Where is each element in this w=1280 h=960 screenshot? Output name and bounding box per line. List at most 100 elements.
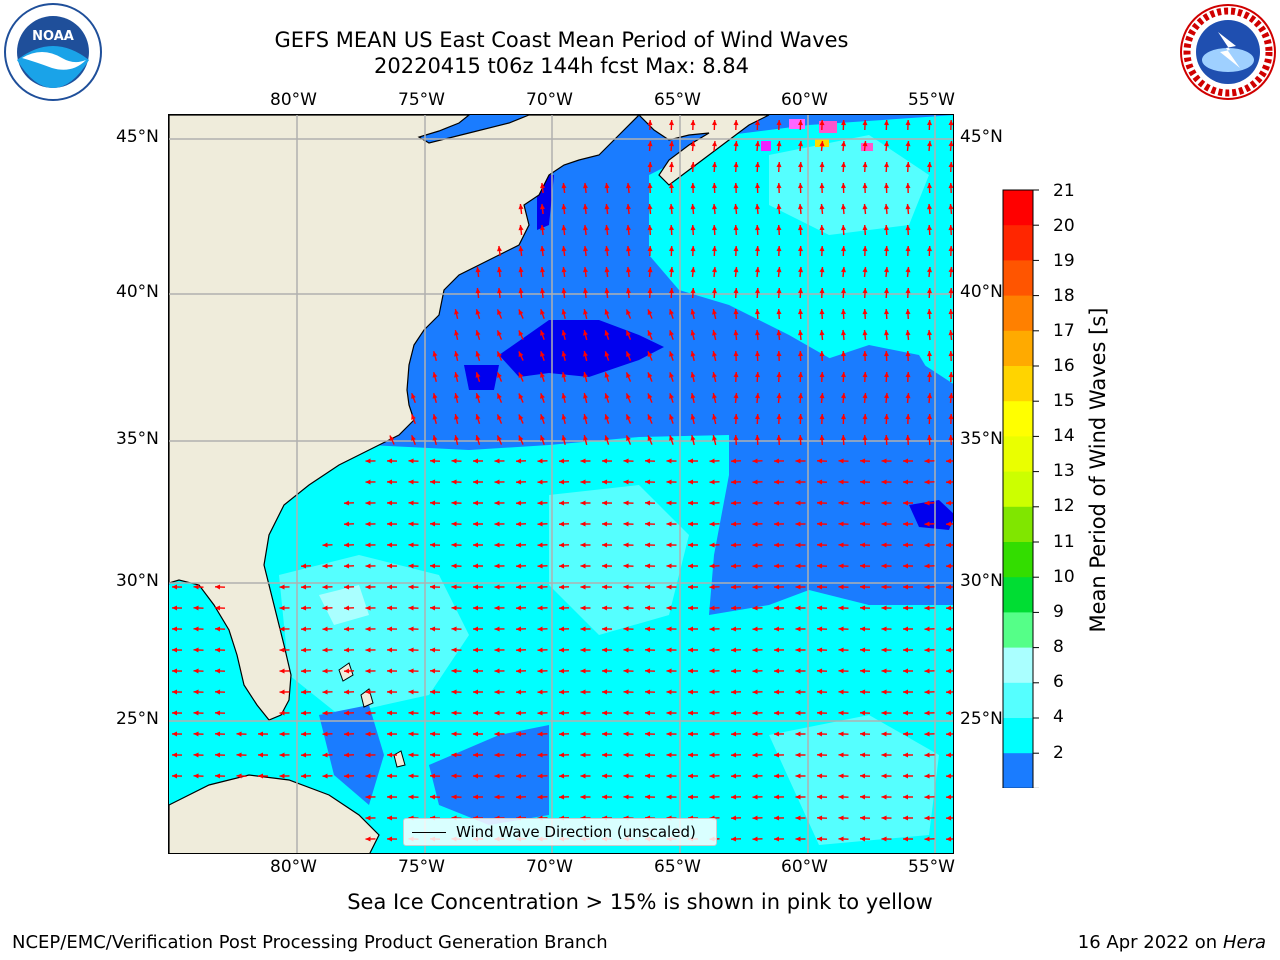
wave-arrow-head — [537, 542, 543, 548]
wave-arrow-head — [365, 773, 371, 779]
wave-arrow-head — [540, 330, 545, 336]
wave-arrow-head — [795, 605, 801, 611]
colorbar-tick: 4 — [1053, 707, 1064, 727]
wave-arrow-head — [626, 372, 631, 378]
wave-arrow-head — [387, 584, 392, 590]
wave-arrow-head — [946, 794, 952, 800]
wave-arrow-head — [798, 330, 803, 336]
wave-arrow-head — [946, 815, 952, 821]
lat-label-right: 45°N — [960, 127, 1003, 147]
wave-arrow-head — [841, 120, 846, 126]
wave-arrow-head — [279, 710, 285, 716]
wave-arrow-head — [408, 563, 414, 569]
wave-arrow-head — [494, 479, 500, 485]
wave-arrow-head — [301, 668, 307, 674]
wave-arrow-head — [537, 710, 543, 716]
wave-arrow-head — [494, 689, 500, 695]
wave-arrow-head — [666, 584, 672, 590]
wave-arrow-head — [881, 521, 887, 527]
wave-arrow-head — [537, 794, 543, 800]
wave-arrow-head — [430, 626, 436, 632]
wave-arrow-head — [666, 458, 672, 464]
wave-arrow-head — [688, 542, 693, 548]
wave-arrow-head — [838, 731, 844, 737]
wave-arrow-head — [666, 626, 672, 632]
wave-arrow-head — [666, 668, 672, 674]
wave-arrow-head — [540, 393, 545, 399]
wave-arrow-head — [774, 668, 780, 674]
wave-arrow-head — [497, 351, 502, 357]
wave-arrow-head — [647, 225, 653, 231]
wave-arrow-head — [387, 458, 392, 464]
wave-arrow-head — [712, 183, 717, 189]
wave-arrow-head — [884, 162, 889, 168]
wave-arrow-head — [924, 626, 930, 632]
wave-arrow-head — [559, 479, 565, 485]
wave-arrow-head — [862, 414, 868, 420]
wave-arrow-head — [561, 204, 567, 210]
wave-arrow-head — [497, 393, 502, 399]
wave-arrow-head — [838, 773, 844, 779]
wave-arrow-head — [690, 393, 696, 399]
wave-arrow-head — [451, 458, 457, 464]
wave-arrow-head — [774, 584, 780, 590]
wave-arrow-head — [924, 773, 930, 779]
footer-machine: Hera — [1222, 932, 1266, 953]
wave-arrow-head — [540, 414, 545, 420]
wave-arrow-head — [924, 752, 930, 758]
wave-arrow-head — [731, 500, 737, 506]
wave-arrow-head — [322, 605, 328, 611]
wave-arrow-head — [841, 267, 846, 273]
footer-date: 16 Apr 2022 on Hera — [1078, 932, 1266, 953]
wave-arrow-head — [215, 647, 221, 653]
wave-arrow-head — [344, 500, 350, 506]
wave-arrow-head — [946, 752, 952, 758]
colorbar-tick: 20 — [1053, 216, 1075, 236]
wave-arrow-head — [666, 647, 672, 653]
wave-arrow-head — [841, 372, 846, 378]
wave-arrow-head — [451, 605, 457, 611]
wave-arrow-head — [322, 731, 328, 737]
wave-arrow-head — [712, 288, 717, 294]
colorbar-tick: 15 — [1053, 391, 1075, 411]
wave-arrow-head — [411, 393, 416, 399]
wave-arrow-head — [862, 351, 868, 357]
wave-arrow-head — [709, 689, 715, 695]
wave-arrow-head — [731, 626, 737, 632]
wave-arrow-head — [798, 246, 803, 252]
wave-arrow-head — [408, 521, 414, 527]
wave-arrow-head — [884, 309, 889, 315]
wave-arrow-head — [473, 458, 478, 464]
wave-arrow-head — [473, 647, 478, 653]
wave-arrow-head — [881, 458, 887, 464]
wave-arrow-head — [494, 626, 500, 632]
wave-arrow-head — [322, 773, 328, 779]
wave-arrow-head — [688, 479, 693, 485]
wave-arrow-head — [774, 773, 780, 779]
lat-label-left: 40°N — [116, 282, 159, 302]
wave-arrow-head — [475, 435, 481, 441]
wave-arrow-head — [365, 689, 371, 695]
wave-arrow-head — [387, 794, 392, 800]
wave-arrow-head — [690, 330, 696, 336]
wave-arrow-head — [924, 479, 930, 485]
wave-arrow-head — [862, 309, 868, 315]
wave-arrow-head — [860, 542, 866, 548]
lon-label-top: 70°W — [526, 90, 573, 110]
wave-arrow-head — [365, 563, 371, 569]
wave-arrow-head — [752, 542, 758, 548]
wave-arrow-head — [776, 120, 782, 126]
wave-arrow-head — [561, 393, 567, 399]
wave-arrow-head — [602, 521, 608, 527]
wave-arrow-head — [623, 626, 629, 632]
wave-arrow-head — [604, 330, 610, 336]
wave-arrow-head — [795, 542, 801, 548]
wave-arrow-head — [948, 435, 953, 441]
wave-arrow-head — [905, 309, 911, 315]
wave-arrow-head — [817, 773, 823, 779]
wave-arrow-head — [755, 330, 760, 336]
lon-label-top: 60°W — [781, 90, 828, 110]
wave-arrow-head — [774, 689, 780, 695]
graticule — [169, 115, 953, 853]
wave-arrow-head — [881, 626, 887, 632]
